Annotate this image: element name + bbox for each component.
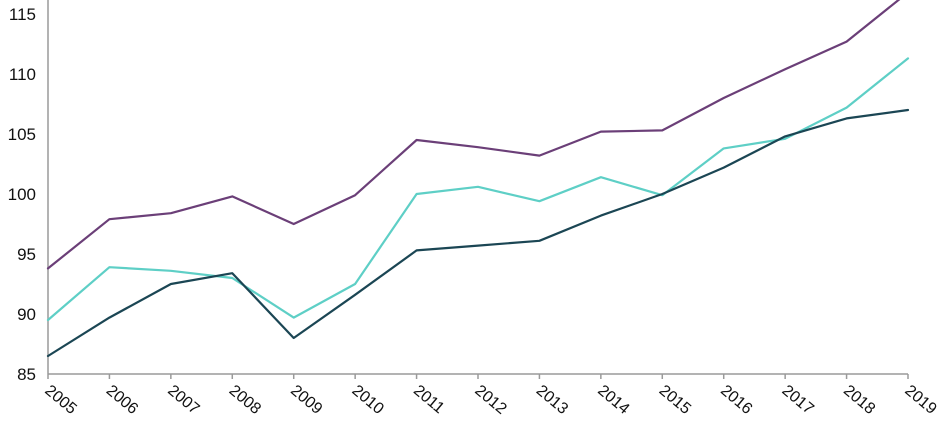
- x-tick-label: 2005: [41, 382, 79, 418]
- y-tick-label: 105: [8, 125, 36, 144]
- y-tick-label: 115: [9, 5, 36, 24]
- x-tick-label: 2016: [717, 382, 755, 418]
- y-tick-label: 95: [17, 245, 36, 264]
- x-tick-label: 2017: [779, 382, 817, 418]
- x-tick-label: 2019: [901, 382, 939, 418]
- series-line-1: [46, 0, 901, 270]
- x-tick-label: 2018: [840, 382, 878, 418]
- x-tick-label: 2008: [226, 382, 264, 418]
- x-tick-labels: 2005 2006 2007 2008 2009 2010 2011 2012 2013 2014…: [41, 374, 940, 418]
- y-tick-label: 90: [17, 305, 36, 324]
- x-tick-label: 2006: [103, 382, 141, 418]
- series-lines: [46, 0, 910, 358]
- y-tick-label: 85: [17, 365, 36, 384]
- x-tick-label: 2010: [349, 382, 387, 418]
- series-line-2: [46, 57, 910, 322]
- y-tick-label: 100: [8, 185, 36, 204]
- x-tick-label: 2014: [594, 382, 632, 418]
- x-tick-label: 2011: [410, 382, 447, 417]
- series-line-3: [46, 108, 910, 358]
- y-tick-label: 110: [9, 65, 36, 84]
- x-tick-label: 2015: [656, 382, 694, 418]
- x-tick-label: 2013: [533, 382, 571, 418]
- x-tick-label: 2009: [287, 382, 325, 418]
- x-tick-label: 2012: [471, 382, 509, 418]
- y-tick-labels: 85 90 95 100 105 110 115: [8, 5, 36, 384]
- x-tick-label: 2007: [164, 382, 202, 418]
